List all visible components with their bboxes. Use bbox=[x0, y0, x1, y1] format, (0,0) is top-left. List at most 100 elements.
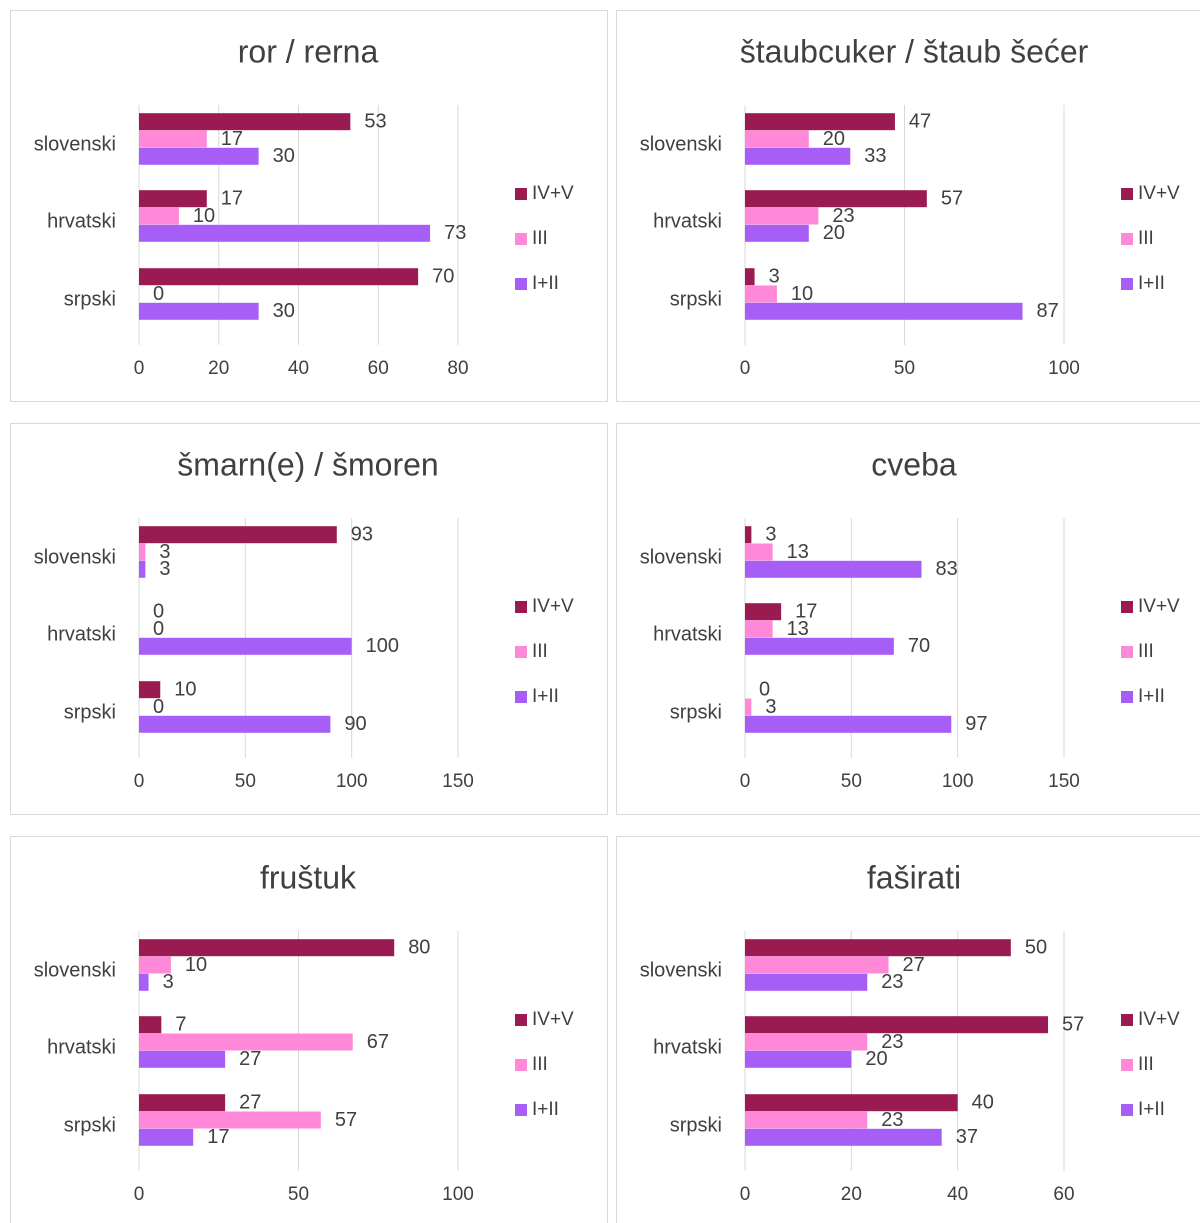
category-label: slovenski bbox=[640, 546, 722, 568]
value-label: 47 bbox=[909, 110, 931, 132]
category-label: slovenski bbox=[640, 959, 722, 981]
value-label: 10 bbox=[791, 283, 813, 305]
value-label: 30 bbox=[273, 145, 295, 167]
value-label: 20 bbox=[823, 222, 845, 244]
bar bbox=[139, 1128, 194, 1146]
value-label: 70 bbox=[908, 635, 930, 657]
bar bbox=[139, 637, 352, 655]
legend-swatch bbox=[1121, 1014, 1133, 1026]
bar bbox=[745, 147, 851, 165]
legend-label: I+II bbox=[1138, 273, 1165, 294]
category-label: hrvatski bbox=[653, 1036, 722, 1058]
chart-title: ror / rerna bbox=[238, 33, 379, 69]
category-label: hrvatski bbox=[47, 210, 116, 232]
value-label: 40 bbox=[972, 1091, 994, 1113]
bar bbox=[745, 956, 889, 974]
bar bbox=[745, 543, 773, 561]
value-label: 3 bbox=[765, 696, 776, 718]
value-label: 10 bbox=[185, 954, 207, 976]
x-tick-label: 150 bbox=[1048, 771, 1080, 792]
x-tick-label: 100 bbox=[442, 1184, 474, 1205]
bar bbox=[745, 268, 755, 286]
value-label: 3 bbox=[769, 265, 780, 287]
value-label: 23 bbox=[881, 1109, 903, 1131]
value-label: 27 bbox=[239, 1048, 261, 1070]
panel bbox=[10, 423, 608, 815]
bar bbox=[745, 715, 952, 733]
legend-swatch bbox=[1121, 278, 1133, 290]
bar bbox=[139, 681, 161, 699]
value-label: 0 bbox=[153, 618, 164, 640]
panel bbox=[616, 423, 1200, 815]
bar bbox=[139, 1016, 162, 1034]
x-tick-label: 0 bbox=[740, 771, 751, 792]
bar bbox=[139, 1050, 226, 1068]
value-label: 10 bbox=[174, 678, 196, 700]
legend-swatch bbox=[515, 1104, 527, 1116]
bar bbox=[745, 1094, 958, 1112]
legend-swatch bbox=[1121, 188, 1133, 200]
value-label: 73 bbox=[444, 222, 466, 244]
value-label: 3 bbox=[159, 541, 170, 563]
value-label: 3 bbox=[163, 971, 174, 993]
legend-swatch bbox=[515, 691, 527, 703]
legend-label: III bbox=[532, 228, 548, 249]
value-label: 13 bbox=[787, 541, 809, 563]
category-label: srpski bbox=[670, 701, 722, 723]
value-label: 83 bbox=[936, 558, 958, 580]
x-tick-label: 0 bbox=[134, 358, 145, 379]
value-label: 27 bbox=[903, 954, 925, 976]
bar bbox=[745, 285, 777, 303]
value-label: 23 bbox=[881, 1031, 903, 1053]
category-label: hrvatski bbox=[47, 1036, 116, 1058]
legend-label: I+II bbox=[1138, 1099, 1165, 1120]
value-label: 17 bbox=[221, 187, 243, 209]
bar bbox=[745, 560, 922, 578]
panel bbox=[10, 836, 608, 1223]
x-tick-label: 100 bbox=[942, 771, 974, 792]
bar bbox=[745, 207, 819, 225]
value-label: 23 bbox=[881, 971, 903, 993]
bar bbox=[745, 526, 752, 544]
legend-label: IV+V bbox=[532, 1009, 574, 1030]
x-tick-label: 60 bbox=[368, 358, 389, 379]
bar bbox=[139, 207, 179, 225]
bar bbox=[745, 1016, 1049, 1034]
legend-label: I+II bbox=[1138, 686, 1165, 707]
x-tick-label: 50 bbox=[235, 771, 256, 792]
bar bbox=[745, 1033, 868, 1051]
bar bbox=[139, 147, 259, 165]
value-label: 87 bbox=[1037, 300, 1059, 322]
bar bbox=[139, 268, 419, 286]
value-label: 67 bbox=[367, 1031, 389, 1053]
bar bbox=[139, 543, 146, 561]
value-label: 0 bbox=[153, 283, 164, 305]
bar bbox=[139, 973, 149, 991]
legend-swatch bbox=[515, 1059, 527, 1071]
chart-title: cveba bbox=[871, 446, 957, 482]
chart-title: fruštuk bbox=[260, 859, 357, 895]
category-label: srpski bbox=[670, 288, 722, 310]
value-label: 90 bbox=[344, 713, 366, 735]
chart-title: šmarn(e) / šmoren bbox=[177, 446, 438, 482]
value-label: 80 bbox=[408, 936, 430, 958]
x-tick-label: 40 bbox=[947, 1184, 968, 1205]
bar bbox=[745, 973, 868, 991]
x-tick-label: 40 bbox=[288, 358, 309, 379]
legend-swatch bbox=[1121, 1104, 1133, 1116]
legend-label: III bbox=[532, 1054, 548, 1075]
value-label: 20 bbox=[823, 128, 845, 150]
bar bbox=[139, 956, 171, 974]
bar bbox=[139, 1033, 353, 1051]
category-label: slovenski bbox=[34, 133, 116, 155]
x-tick-label: 100 bbox=[1048, 358, 1080, 379]
legend-label: I+II bbox=[532, 273, 559, 294]
value-label: 37 bbox=[956, 1126, 978, 1148]
category-label: srpski bbox=[64, 1114, 116, 1136]
value-label: 33 bbox=[864, 145, 886, 167]
bar bbox=[139, 526, 337, 544]
category-label: srpski bbox=[64, 288, 116, 310]
bar bbox=[745, 1111, 868, 1129]
value-label: 97 bbox=[965, 713, 987, 735]
